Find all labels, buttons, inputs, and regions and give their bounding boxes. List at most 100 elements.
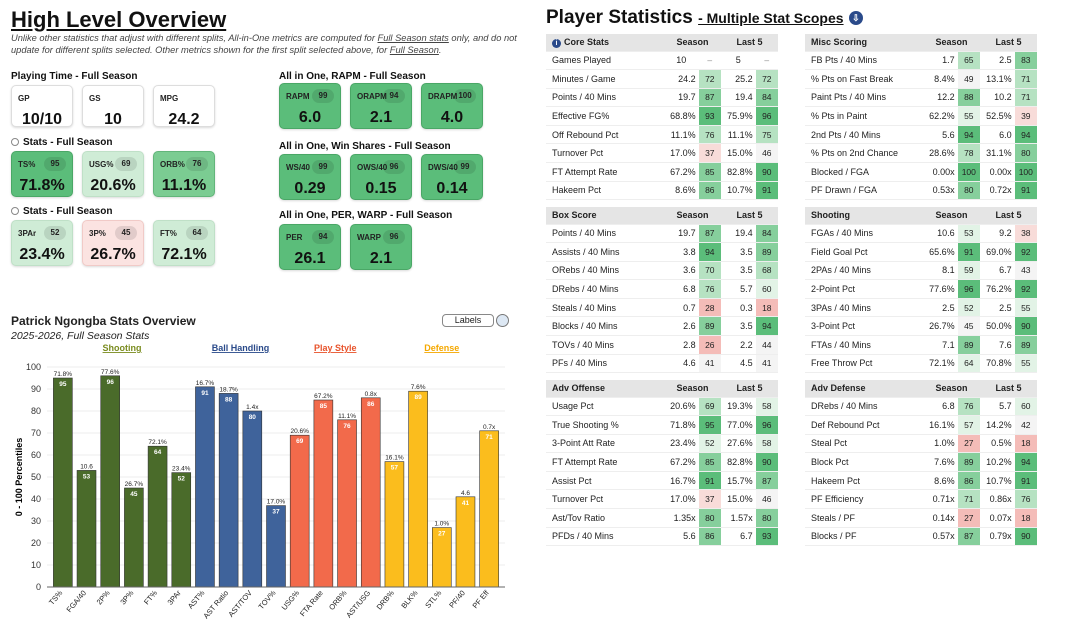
note-text-2: only, and do not update for different sp… <box>11 33 517 55</box>
card-percentile: 96 <box>383 160 405 174</box>
last5-value: 3.5 <box>721 316 756 337</box>
bar <box>147 445 168 588</box>
bar-stat-label: 71.8% <box>54 371 73 378</box>
bar-percentile-label: 37 <box>272 509 280 516</box>
note-link-full-season[interactable]: Full Season <box>389 45 439 55</box>
note-text-3: . <box>438 45 442 55</box>
season-value: 8.6% <box>664 181 699 201</box>
stats-table-adv-offense: Adv Offense Season Last 5 Usage Pct 20.6% 69 1… <box>546 380 778 547</box>
bar-stat-label: 26.7% <box>125 481 144 488</box>
last5-percentile: 60 <box>1014 397 1037 417</box>
bar <box>408 390 428 588</box>
season-percentile: 52 <box>957 298 980 318</box>
stat-card-per: PER 26.1 94 <box>279 224 341 270</box>
radio-icon[interactable] <box>11 207 19 215</box>
row-label: Turnover Pct <box>546 143 664 164</box>
card-value: 2.1 <box>369 250 393 267</box>
card-percentile: 95 <box>44 157 66 171</box>
season-percentile: 80 <box>698 508 721 528</box>
last5-value: 0.86x <box>980 489 1015 510</box>
last5-value: 1.57x <box>721 508 756 528</box>
card-value: 2.1 <box>369 109 393 126</box>
season-value: 6.8 <box>923 397 958 417</box>
bar-percentile-label: 41 <box>462 500 470 507</box>
stat-card-usg-: USG% 20.6% 69 <box>82 151 144 197</box>
last5-percentile: 72 <box>755 69 778 89</box>
season-value: 26.7% <box>923 316 958 337</box>
card-percentile: 99 <box>454 160 476 174</box>
labels-button[interactable]: Labels <box>442 314 494 327</box>
y-tick-label: 20 <box>31 538 41 548</box>
bar-stat-label: 20.6% <box>290 428 309 435</box>
table-title: Adv Offense <box>546 380 664 398</box>
y-tick-label: 100 <box>26 362 41 372</box>
last5-header: Last 5 <box>980 207 1037 225</box>
season-value: 0.00x <box>923 162 958 182</box>
card-percentile: 64 <box>186 226 208 240</box>
labels-toggle-icon[interactable] <box>496 314 509 327</box>
last5-value: 69.0% <box>980 242 1015 262</box>
card-label: PER <box>286 233 303 242</box>
season-value: 23.4% <box>664 434 699 454</box>
bar-percentile-label: 96 <box>107 379 115 386</box>
table-row: Minutes / Game 24.2 72 25.2 72 <box>546 69 778 89</box>
season-value: 67.2% <box>664 452 699 472</box>
card-value: 26.7% <box>90 246 136 263</box>
table-row: 2-Point Pct 77.6% 96 76.2% 92 <box>805 279 1037 299</box>
season-value: 5.6 <box>923 125 958 145</box>
radio-icon[interactable] <box>11 138 19 146</box>
row-label: True Shooting % <box>546 415 664 435</box>
row-label: Blocks / PF <box>805 527 923 547</box>
stats1-title[interactable]: Stats - Full Season <box>11 137 112 148</box>
x-tick-label: BLK% <box>399 588 420 610</box>
card-value: 24.2 <box>168 111 200 128</box>
bar <box>242 410 263 588</box>
last5-value: 82.8% <box>721 452 756 472</box>
season-value: 3.8 <box>664 242 699 262</box>
bar <box>384 461 405 588</box>
info-icon[interactable]: i <box>552 38 561 48</box>
season-percentile: 28 <box>698 298 721 318</box>
download-icon[interactable]: ⇩ <box>848 11 863 25</box>
row-label: Free Throw Pct <box>805 354 923 374</box>
rapm-title: All in One, RAPM - Full Season <box>279 71 426 82</box>
table-row: FB Pts / 40 Mins 1.7 65 2.5 83 <box>805 51 1037 71</box>
table-row: TOVs / 40 Mins 2.8 26 2.2 44 <box>546 335 778 355</box>
bar-percentile-label: 45 <box>130 491 138 498</box>
x-tick-label: AST Ratio <box>201 589 230 621</box>
x-tick-label: AST/USG <box>344 588 372 619</box>
x-tick-label: FT% <box>142 588 159 606</box>
last5-value: 10.2 <box>980 88 1015 108</box>
last5-value: 15.7% <box>721 471 756 491</box>
per-title: All in One, PER, WARP - Full Season <box>279 210 453 221</box>
note-link-full-season-stats[interactable]: Full Season stats <box>377 33 449 43</box>
row-label: Points / 40 Mins <box>546 88 664 108</box>
last5-percentile: 93 <box>755 527 778 547</box>
bar-stat-label: 7.6% <box>411 384 426 391</box>
stats2-title[interactable]: Stats - Full Season <box>11 206 112 217</box>
card-percentile: 100 <box>454 89 476 103</box>
table-row: PFDs / 40 Mins 5.6 86 6.7 93 <box>546 527 778 547</box>
last5-percentile: 94 <box>1014 452 1037 472</box>
season-value: 19.7 <box>664 88 699 108</box>
table-row: FT Attempt Rate 67.2% 85 82.8% 90 <box>546 452 778 472</box>
last5-percentile: 89 <box>755 242 778 262</box>
card-percentile: 96 <box>383 230 405 244</box>
season-percentile: 85 <box>698 452 721 472</box>
last5-percentile: 80 <box>1014 143 1037 164</box>
table-row: 3-Point Att Rate 23.4% 52 27.6% 58 <box>546 434 778 454</box>
y-tick-label: 80 <box>31 406 41 416</box>
season-percentile: 86 <box>698 527 721 547</box>
row-label: 3-Point Pct <box>805 316 923 337</box>
last5-value: 77.0% <box>721 415 756 435</box>
table-row: Hakeem Pct 8.6% 86 10.7% 91 <box>805 471 1037 491</box>
season-value: 1.0% <box>923 434 958 454</box>
last5-value: 31.1% <box>980 143 1015 164</box>
last5-value: 2.5 <box>980 298 1015 318</box>
table-row: Hakeem Pct 8.6% 86 10.7% 91 <box>546 181 778 201</box>
table-title: Shooting <box>805 207 923 225</box>
last5-value: 11.1% <box>721 125 756 145</box>
season-value: 72.1% <box>923 354 958 374</box>
stats-overview-chart: 0 10 20 30 40 50 60 70 80 90 100 0 - 100 Percentile… <box>14 343 505 621</box>
card-percentile: 94 <box>312 230 334 244</box>
